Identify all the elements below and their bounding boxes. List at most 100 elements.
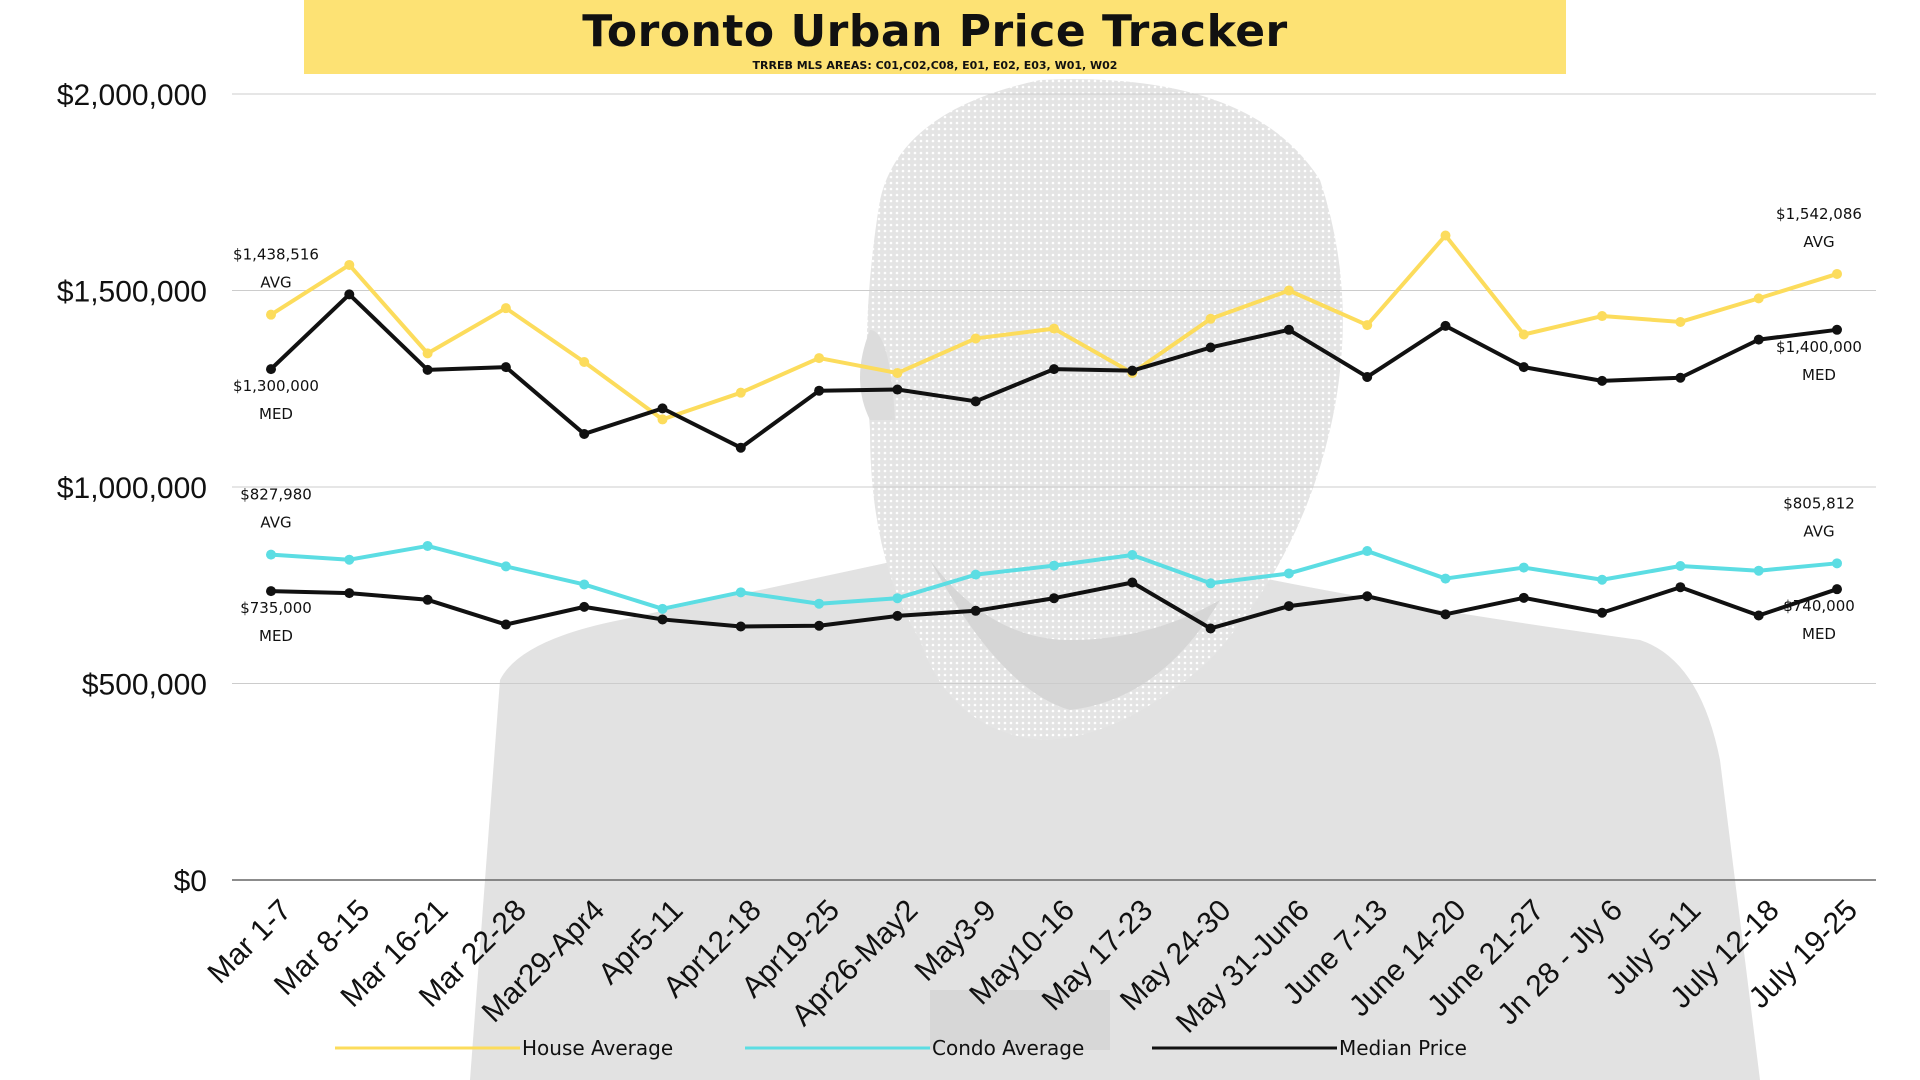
data-point (1362, 546, 1373, 557)
data-point (1362, 320, 1373, 331)
data-point (814, 620, 825, 631)
data-point (344, 588, 355, 599)
data-point (1597, 375, 1608, 386)
data-point (1597, 607, 1608, 618)
data-point (1675, 560, 1686, 571)
data-label: $1,400,000 (1776, 338, 1862, 356)
data-label-type: AVG (260, 514, 291, 532)
data-point (1675, 582, 1686, 593)
data-point (266, 549, 276, 560)
data-point (1283, 568, 1294, 579)
data-point (1753, 334, 1764, 345)
data-label: $1,438,516 (233, 246, 319, 264)
y-tick-label: $500,000 (82, 669, 207, 702)
data-point (1205, 342, 1216, 353)
data-point (735, 442, 746, 453)
data-point (1518, 562, 1529, 573)
data-point (266, 364, 276, 375)
data-point (1597, 311, 1608, 322)
data-point (892, 368, 903, 379)
data-point (1127, 549, 1138, 560)
y-tick-label: $0 (174, 865, 207, 898)
legend-label: House Average (522, 1036, 673, 1060)
data-point (422, 594, 433, 605)
data-point (814, 353, 825, 364)
data-label-type: MED (1802, 625, 1836, 643)
data-point (657, 403, 668, 414)
y-tick-label: $1,500,000 (57, 276, 207, 309)
annotations: $1,438,516 AVG $1,542,086 AVG $1,300,000 MED $… (233, 205, 1862, 645)
data-point (892, 593, 903, 604)
data-point (814, 385, 825, 396)
y-tick-label: $1,000,000 (57, 472, 207, 505)
chart-subtitle: TRREB MLS AREAS: C01,C02,C08, E01, E02, … (752, 59, 1118, 72)
data-point (579, 601, 590, 612)
data-point (1049, 323, 1059, 334)
data-point (1518, 329, 1529, 340)
data-point (579, 428, 590, 439)
data-label: $1,300,000 (233, 377, 319, 395)
data-point (500, 561, 511, 572)
data-point (1362, 591, 1373, 602)
chart-title: Toronto Urban Price Tracker (582, 6, 1288, 57)
data-label: $740,000 (1783, 597, 1855, 615)
data-point (1205, 623, 1216, 634)
data-point (344, 289, 355, 300)
legend-label: Condo Average (932, 1036, 1084, 1060)
data-label-type: AVG (1803, 233, 1834, 251)
data-point (970, 396, 981, 407)
data-point (970, 333, 981, 344)
data-label-type: MED (259, 627, 293, 645)
data-point (422, 364, 433, 375)
data-point (344, 554, 355, 565)
data-point (1675, 372, 1686, 383)
data-label: $735,000 (240, 599, 312, 617)
data-point (814, 598, 825, 609)
data-point (422, 348, 433, 359)
data-point (579, 357, 590, 368)
legend-label: Median Price (1339, 1036, 1467, 1060)
data-label: $827,980 (240, 486, 312, 504)
data-point (892, 610, 903, 621)
data-point (1283, 285, 1294, 296)
data-point (1832, 268, 1842, 279)
data-point (1049, 560, 1059, 571)
data-point (970, 605, 981, 616)
data-point (266, 309, 276, 320)
data-point (1832, 324, 1842, 335)
data-point (1440, 320, 1451, 331)
legend: House Average Condo Average Median Price (335, 1036, 1467, 1060)
data-point (657, 614, 668, 625)
data-label-type: MED (259, 405, 293, 423)
y-axis: $0 $500,000 $1,000,000 $1,500,000 $2,000,000 (57, 79, 207, 898)
data-point (1283, 324, 1294, 335)
data-point (735, 621, 746, 632)
data-label: $1,542,086 (1776, 205, 1862, 223)
data-label: $805,812 (1783, 494, 1855, 512)
data-label-type: AVG (1803, 522, 1834, 540)
data-point (1205, 313, 1216, 324)
data-point (1518, 592, 1529, 603)
title-banner (304, 0, 1566, 74)
data-point (500, 619, 511, 630)
data-point (422, 540, 433, 551)
data-point (500, 303, 511, 314)
data-point (1440, 573, 1451, 584)
data-label-type: MED (1802, 366, 1836, 384)
data-point (657, 414, 668, 425)
data-point (1597, 574, 1608, 585)
data-point (1753, 565, 1764, 576)
data-point (1753, 293, 1764, 304)
data-point (1283, 601, 1294, 612)
series (266, 230, 1842, 634)
data-point (1832, 558, 1842, 569)
data-point (970, 569, 981, 580)
gridlines (232, 93, 1876, 881)
data-point (657, 603, 668, 614)
data-point (1832, 584, 1842, 595)
data-point (1127, 577, 1138, 588)
data-point (266, 586, 276, 597)
